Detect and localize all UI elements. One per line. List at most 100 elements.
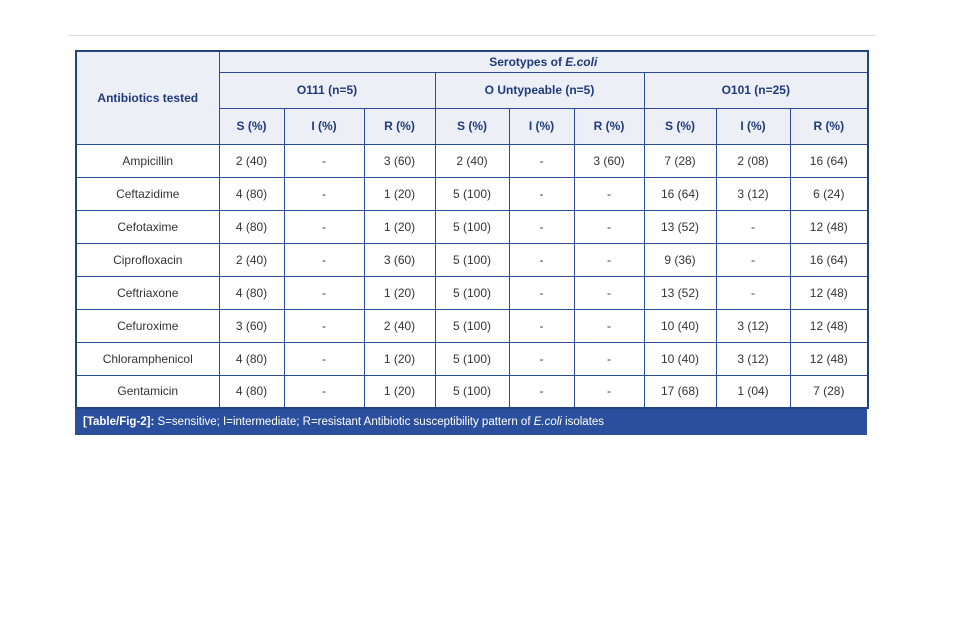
page-rule-divider: [68, 35, 876, 36]
data-cell: 5 (100): [434, 242, 510, 277]
table-row: Ceftazidime 4 (80) - 1 (20) 5 (100) - - …: [75, 176, 869, 211]
header-row-serotypes: Antibiotics tested Serotypes of E.coli: [75, 50, 869, 145]
data-cell: 10 (40): [643, 341, 717, 376]
table-caption: [Table/Fig-2]: S=sensitive; I=intermedia…: [75, 409, 867, 435]
data-cell: 12 (48): [789, 308, 869, 343]
subheader-o101-s: S (%): [643, 107, 717, 145]
data-cell: 5 (100): [434, 308, 510, 343]
data-cell: 1 (20): [363, 275, 436, 310]
antibiotic-name-cell: Chloramphenicol: [75, 341, 220, 376]
data-cell: 5 (100): [434, 209, 510, 244]
data-cell: 3 (12): [715, 176, 791, 211]
data-cell: 7 (28): [789, 374, 869, 409]
corner-header-antibiotics-tested: Antibiotics tested: [75, 50, 220, 145]
data-cell: 3 (60): [363, 143, 436, 178]
data-cell: 5 (100): [434, 176, 510, 211]
data-cell: 2 (08): [715, 143, 791, 178]
data-cell: -: [283, 242, 365, 277]
subheader-o111-r: R (%): [363, 107, 436, 145]
data-cell: 16 (64): [789, 242, 869, 277]
data-cell: 5 (100): [434, 374, 510, 409]
data-cell: -: [508, 143, 575, 178]
data-cell: -: [283, 143, 365, 178]
data-cell: -: [573, 209, 645, 244]
data-cell: -: [573, 341, 645, 376]
data-cell: -: [508, 209, 575, 244]
data-cell: 3 (60): [363, 242, 436, 277]
group-header-o101: O101 (n=25): [643, 71, 869, 109]
data-cell: -: [573, 242, 645, 277]
table-row: Chloramphenicol 4 (80) - 1 (20) 5 (100) …: [75, 341, 869, 376]
data-cell: 1 (04): [715, 374, 791, 409]
data-cell: 16 (64): [789, 143, 869, 178]
data-cell: 3 (60): [218, 308, 285, 343]
data-cell: -: [283, 308, 365, 343]
data-cell: 3 (12): [715, 308, 791, 343]
susceptibility-table: Antibiotics tested Serotypes of E.coli O…: [75, 50, 870, 409]
antibiotic-name-cell: Cefotaxime: [75, 209, 220, 244]
group-header-o-untypeable: O Untypeable (n=5): [434, 71, 645, 109]
data-cell: 6 (24): [789, 176, 869, 211]
data-cell: -: [715, 209, 791, 244]
data-cell: -: [508, 341, 575, 376]
table-row: Ceftriaxone 4 (80) - 1 (20) 5 (100) - - …: [75, 275, 869, 310]
antibiotic-name-cell: Ciprofloxacin: [75, 242, 220, 277]
data-cell: 7 (28): [643, 143, 717, 178]
data-cell: 12 (48): [789, 275, 869, 310]
data-cell: -: [283, 209, 365, 244]
data-cell: 1 (20): [363, 374, 436, 409]
subheader-o111-i: I (%): [283, 107, 365, 145]
data-cell: 2 (40): [363, 308, 436, 343]
data-cell: -: [508, 275, 575, 310]
data-cell: 16 (64): [643, 176, 717, 211]
subheader-ou-s: S (%): [434, 107, 510, 145]
data-cell: 2 (40): [218, 143, 285, 178]
data-cell: 2 (40): [218, 242, 285, 277]
serotypes-header-text: Serotypes of: [489, 54, 566, 69]
data-cell: -: [508, 374, 575, 409]
subheader-ou-i: I (%): [508, 107, 575, 145]
data-cell: 1 (20): [363, 209, 436, 244]
subheader-o101-r: R (%): [789, 107, 869, 145]
caption-species: E.coli: [533, 416, 562, 428]
data-cell: -: [715, 275, 791, 310]
data-cell: 10 (40): [643, 308, 717, 343]
data-cell: 12 (48): [789, 209, 869, 244]
data-cell: 2 (40): [434, 143, 510, 178]
antibiotic-name-cell: Ceftazidime: [75, 176, 220, 211]
table-figure: Antibiotics tested Serotypes of E.coli O…: [75, 50, 870, 435]
header-row-sir: S (%) I (%) R (%) S (%) I (%) R (%) S (%…: [76, 107, 869, 145]
table-row: Ampicillin 2 (40) - 3 (60) 2 (40) - 3 (6…: [75, 143, 869, 178]
data-cell: -: [573, 176, 645, 211]
data-cell: 17 (68): [643, 374, 717, 409]
group-header-o111: O111 (n=5): [218, 71, 436, 109]
data-cell: -: [283, 374, 365, 409]
data-cell: -: [283, 275, 365, 310]
data-cell: 1 (20): [363, 341, 436, 376]
data-cell: 5 (100): [434, 275, 510, 310]
serotypes-header: Serotypes of E.coli: [218, 50, 869, 73]
caption-text: S=sensitive; I=intermediate; R=resistant…: [154, 416, 534, 428]
data-cell: 1 (20): [363, 176, 436, 211]
data-cell: 5 (100): [434, 341, 510, 376]
serotypes-header-species: E.coli: [565, 54, 598, 69]
data-cell: -: [508, 308, 575, 343]
data-cell: 12 (48): [789, 341, 869, 376]
antibiotic-name-cell: Ceftriaxone: [75, 275, 220, 310]
antibiotic-name-cell: Ampicillin: [75, 143, 220, 178]
data-cell: 13 (52): [643, 275, 717, 310]
data-cell: 13 (52): [643, 209, 717, 244]
data-cell: -: [508, 176, 575, 211]
data-cell: 3 (60): [573, 143, 645, 178]
antibiotic-name-cell: Gentamicin: [75, 374, 220, 409]
subheader-o101-i: I (%): [715, 107, 791, 145]
data-cell: 4 (80): [218, 374, 285, 409]
data-cell: 9 (36): [643, 242, 717, 277]
caption-label: [Table/Fig-2]:: [83, 416, 155, 428]
caption-suffix: isolates: [561, 416, 605, 428]
table-row: Cefotaxime 4 (80) - 1 (20) 5 (100) - - 1…: [75, 209, 869, 244]
data-cell: -: [715, 242, 791, 277]
data-cell: -: [573, 308, 645, 343]
data-cell: -: [283, 341, 365, 376]
